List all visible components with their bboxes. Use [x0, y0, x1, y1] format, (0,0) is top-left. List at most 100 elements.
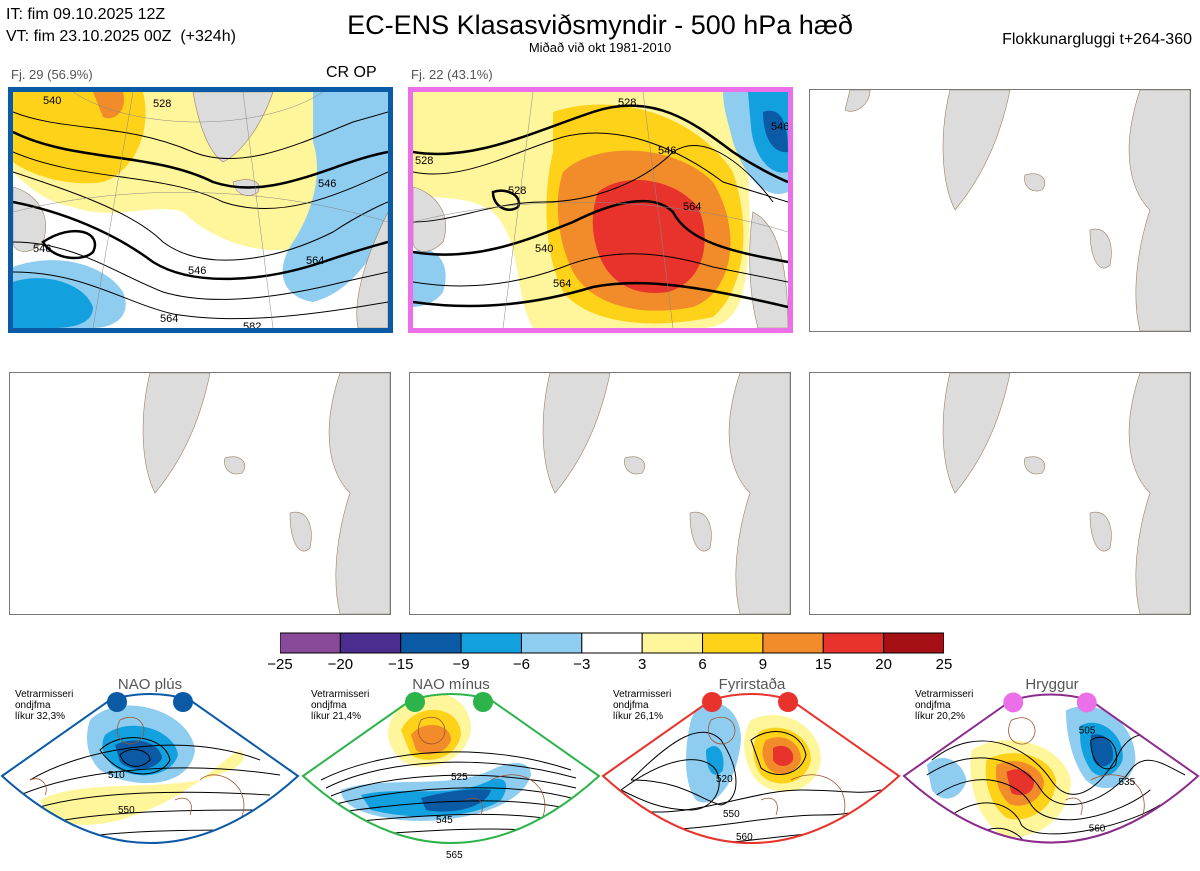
- contour-label: 560: [736, 832, 753, 843]
- colorbar-tick-label: 25: [935, 656, 953, 673]
- height-contours: [320, 751, 577, 836]
- anomaly-fill: [13, 92, 388, 328]
- empty-map-6[interactable]: [809, 372, 1191, 615]
- land: [542, 373, 790, 614]
- cluster-1-tag: CR OP: [326, 64, 377, 81]
- colorbar-tick-label: −15: [387, 656, 414, 673]
- regime-title-ridge: Hryggur: [1025, 676, 1079, 693]
- graticule: [13, 92, 388, 328]
- contour-label: 550: [723, 809, 740, 820]
- colorbar-swatch: [460, 632, 522, 654]
- land: [844, 90, 1190, 331]
- colorbar-swatch: [702, 632, 764, 654]
- height-contours: [13, 111, 388, 320]
- regime-frame: [601, 693, 901, 844]
- anomaly-fill: [1013, 848, 1043, 859]
- regime-dot: [702, 692, 722, 712]
- cluster-map-1[interactable]: 540 528 546 546 546 564 564 582: [8, 87, 393, 333]
- regime-meta-ridge: Vetrarmisseri ondjfma líkur 20,2%: [915, 689, 974, 722]
- contour-label: 546: [318, 178, 336, 190]
- land: [142, 373, 390, 614]
- regime-dot: [778, 692, 798, 712]
- anomaly-fill: [115, 740, 162, 770]
- colorbar-tick-label: 9: [758, 656, 768, 673]
- anomaly-fill: [706, 746, 724, 775]
- window-label: Flokkunargluggi t+264-360: [1002, 31, 1192, 48]
- regime-dot: [405, 692, 425, 712]
- vt-line: VT: fim 23.10.2025 00Z (+324h): [6, 28, 236, 45]
- header-info: IT: fim 09.10.2025 12Z VT: fim 23.10.202…: [6, 4, 236, 48]
- land: [413, 186, 788, 328]
- page-title: EC-ENS Klasasviðsmyndir - 500 hPa hæð: [347, 10, 853, 40]
- regime-meta-blocking: Vetrarmisseri ondjfma líkur 26,1%: [613, 689, 672, 722]
- anomaly-fill: [40, 750, 244, 825]
- regime-title-nao-plus: NAO plús: [117, 676, 183, 693]
- colorbar-swatch: [280, 632, 341, 654]
- regime-title-blocking: Fyrirstaða: [718, 676, 786, 693]
- regime-dot: [173, 692, 193, 712]
- colorbar-swatch: [339, 632, 402, 654]
- anomaly-fill: [1090, 734, 1114, 767]
- empty-map-5[interactable]: [409, 372, 791, 615]
- contour-label: 528: [508, 185, 526, 197]
- regime-frame: [301, 693, 601, 844]
- cluster-1-label: Fj. 29 (56.9%): [11, 67, 93, 82]
- contour-label: 582: [243, 321, 261, 328]
- anomaly-fill: [926, 757, 967, 799]
- cluster-map-2[interactable]: 528 528 540 546 528 564 564 546: [408, 87, 793, 333]
- regime-dot: [1076, 692, 1097, 713]
- contour-label: 545: [436, 815, 453, 826]
- contour-label: 564: [160, 313, 178, 325]
- colorbar-tick-label: 3: [638, 656, 647, 673]
- contour-label: 540: [43, 95, 61, 107]
- contour-label: 525: [451, 772, 468, 783]
- colorbar-tick-label: −9: [452, 656, 470, 673]
- regime-dot: [1003, 692, 1024, 713]
- height-contours: [413, 104, 788, 309]
- colorbar-swatch: [822, 632, 885, 654]
- contour-label: 560: [1089, 824, 1106, 835]
- it-line: IT: fim 09.10.2025 12Z: [6, 6, 166, 23]
- regime-frame: [902, 693, 1200, 844]
- colorbar-swatch: [581, 632, 643, 654]
- colorbar-tick-label: 6: [698, 656, 707, 673]
- colorbar-tick-label: −6: [512, 656, 531, 673]
- contour-label: 546: [188, 265, 206, 277]
- anomaly-fill: [773, 745, 794, 766]
- contour-label: 546: [33, 243, 51, 255]
- regime-meta-nao-minus: Vetrarmisseri ondjfma líkur 21,4%: [311, 689, 370, 722]
- contour-label: 528: [153, 98, 171, 110]
- regime-meta-nao-plus: Vetrarmisseri ondjfma líkur 32,3%: [15, 689, 74, 722]
- regime-map-nao-plus[interactable]: 510 550: [0, 680, 300, 870]
- regime-map-ridge[interactable]: 505 535 560: [902, 680, 1200, 870]
- contour-labels: 540 528 546 546 546 564 564 582: [33, 95, 336, 328]
- colorbar-tick-label: −3: [573, 656, 591, 673]
- land: [942, 373, 1190, 614]
- contour-label: 546: [771, 121, 788, 133]
- cluster-2-label: Fj. 22 (43.1%): [411, 67, 493, 82]
- empty-map-3[interactable]: [809, 89, 1191, 332]
- colorbar-tick-label: −25: [267, 656, 293, 673]
- contour-labels: 528 528 540 546 528 564 564 546: [415, 97, 788, 290]
- colorbar-swatch: [762, 632, 824, 654]
- regime-map-nao-minus[interactable]: 525 545 565: [301, 680, 601, 870]
- contour-label: 565: [446, 850, 463, 861]
- regime-dot: [473, 692, 493, 712]
- graticule: [413, 92, 788, 328]
- colorbar-tick-label: 20: [875, 656, 892, 673]
- contour-label: 540: [535, 243, 553, 255]
- colorbar-tick-label: 15: [814, 656, 832, 673]
- anomaly-fill: [411, 724, 451, 755]
- contour-label: 528: [618, 97, 636, 109]
- contour-label: 564: [553, 278, 571, 290]
- colorbar-swatch: [520, 632, 583, 654]
- colorbar-tick-label: −20: [327, 656, 354, 673]
- contour-label: 520: [716, 774, 733, 785]
- anomaly-fill: [421, 789, 491, 812]
- contour-label: 546: [658, 145, 676, 157]
- empty-map-4[interactable]: [9, 372, 391, 615]
- regime-title-nao-minus: NAO mínus: [412, 676, 490, 693]
- colorbar: [280, 632, 944, 654]
- contour-label: 535: [1119, 777, 1136, 788]
- regime-map-blocking[interactable]: 520 550 560: [601, 680, 901, 870]
